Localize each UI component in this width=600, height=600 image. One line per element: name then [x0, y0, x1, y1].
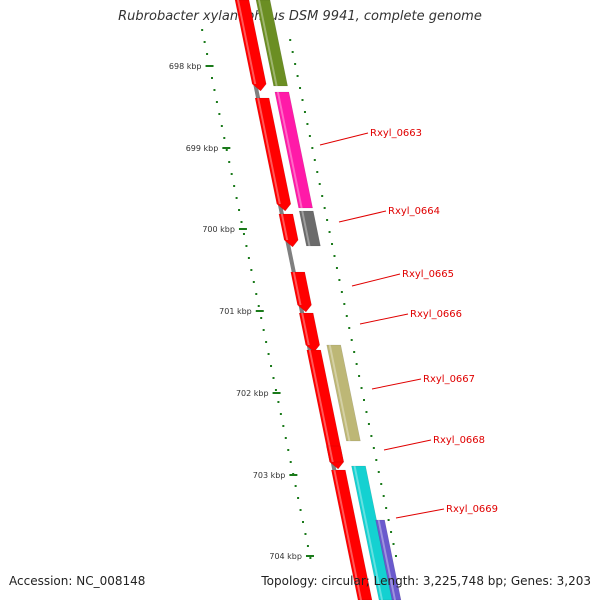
label-layer: Rxyl_0663 Rxyl_0664 Rxyl_0665 Rxyl_0666 Rxyl…: [319, 128, 498, 519]
gene-bar-rxyl_0669: [351, 465, 394, 600]
genome-summary-text: Topology: circular; Length: 3,225,748 bp…: [261, 574, 591, 588]
gene-label-rxyl_0667: Rxyl_0667: [423, 374, 475, 385]
gene-bar-rxyl_0669-highlight: [353, 466, 383, 600]
gene-bar-partial-bottom-highlight: [377, 520, 396, 600]
cds-segment-highlight: [257, 98, 281, 204]
cds-segment-highlight: [308, 350, 334, 462]
cds-segment-highlight: [280, 214, 289, 240]
leader-line-rxyl_0669: [395, 508, 445, 519]
gene-label-rxyl_0664: Rxyl_0664: [388, 206, 440, 217]
tick-label: 698 kbp: [169, 62, 202, 71]
cds-segment: [326, 445, 345, 463]
gene-label-rxyl_0668: Rxyl_0668: [433, 435, 485, 446]
gene-bar-rxyl_0664-highlight: [301, 211, 311, 246]
gene-bar-partial-bottom: [375, 519, 402, 600]
gene-bar-partial-top-highlight: [258, 0, 278, 86]
cds-segment-highlight: [333, 470, 362, 600]
cds-segment-highlight: [237, 0, 257, 84]
cds-segment-highlight: [292, 272, 302, 305]
gene-bar-rxyl_0663-highlight: [276, 92, 303, 208]
leader-line-rxyl_0668: [383, 439, 432, 451]
tick-label: 699 kbp: [186, 144, 219, 153]
gene-bar-rxyl_0667-highlight: [328, 345, 351, 441]
cds-segment: [278, 213, 299, 248]
leader-line-rxyl_0666: [359, 313, 409, 325]
gene-label-rxyl_0666: Rxyl_0666: [410, 309, 462, 320]
map-title: Rubrobacter xylanophilus DSM 9941, compl…: [118, 9, 482, 24]
gene-label-rxyl_0663: Rxyl_0663: [370, 128, 422, 139]
cds-segment-highlight: [301, 313, 310, 345]
gene-label-rxyl_0669: Rxyl_0669: [446, 504, 498, 515]
cds-segment: [331, 469, 373, 600]
tick-label: 701 kbp: [219, 307, 252, 316]
cds-segment: [298, 312, 320, 353]
gene-bar-rxyl_0663: [274, 91, 313, 209]
leader-line-rxyl_0665: [351, 273, 401, 287]
tick-label: 703 kbp: [253, 471, 286, 480]
gene-bar-partial-top: [255, 0, 288, 87]
tick-label: 704 kbp: [269, 552, 302, 561]
leader-line-rxyl_0663: [319, 132, 369, 146]
cds-segment: [306, 349, 344, 470]
leader-line-rxyl_0667: [371, 378, 422, 390]
cds-segment: [234, 0, 267, 92]
tick-label: 700 kbp: [202, 225, 235, 234]
leader-line-rxyl_0664: [338, 210, 387, 223]
gene-label-rxyl_0665: Rxyl_0665: [402, 269, 454, 280]
accession-text: Accession: NC_008148: [9, 574, 146, 588]
cds-segment: [254, 97, 292, 212]
gene-bar-rxyl_0664: [298, 210, 321, 247]
cds-segment-highlight: [328, 446, 334, 462]
cds-segment: [290, 271, 312, 313]
gene-bar-rxyl_0667: [326, 344, 361, 442]
tick-layer: 698 kbp 699 kbp 700 kbp 701 kbp 702 kbp 703 k…: [169, 29, 397, 561]
feature-layer: [234, 0, 402, 600]
tick-label: 702 kbp: [236, 389, 269, 398]
